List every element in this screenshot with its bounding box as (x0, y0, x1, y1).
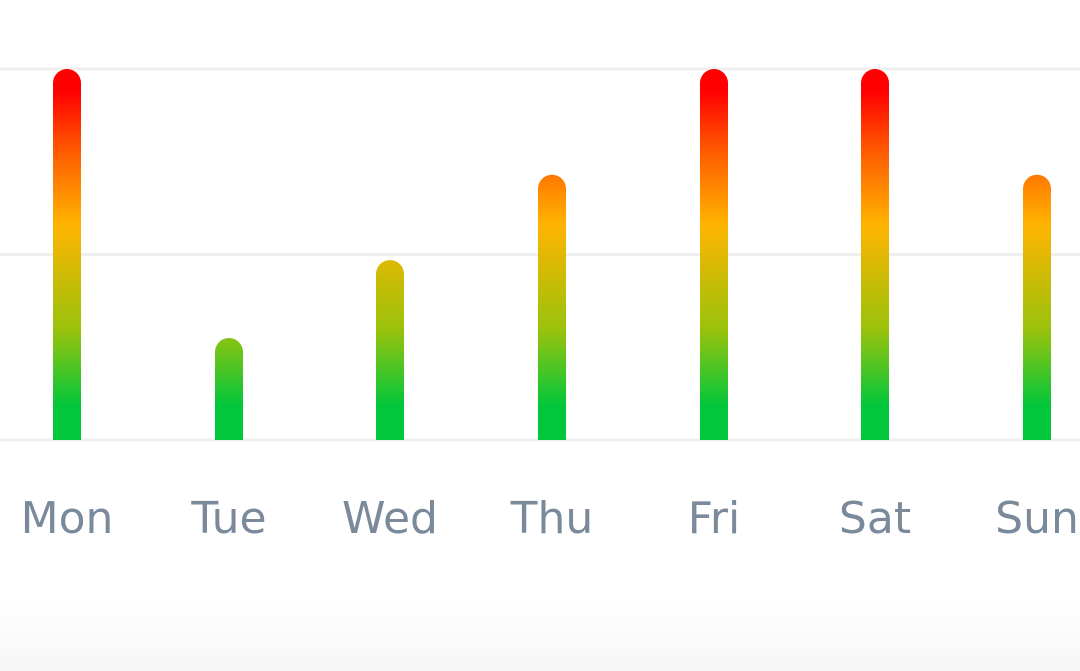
x-tick-label-thu: Thu (510, 493, 594, 544)
x-tick-label-sat: Sat (839, 493, 911, 544)
bar-tue (215, 337, 243, 440)
bar-sun (1023, 174, 1051, 440)
bar-thu (538, 174, 566, 440)
x-tick-label-wed: Wed (342, 493, 438, 544)
x-axis-tick-labels: Mon Tue Wed Thu Fri Sat Sun (21, 493, 1079, 544)
bar-sat (861, 69, 889, 440)
x-tick-label-tue: Tue (190, 493, 266, 544)
bars (53, 69, 1051, 440)
x-tick-label-sun: Sun (995, 493, 1079, 544)
x-tick-label-fri: Fri (688, 493, 740, 544)
bar-wed (376, 260, 404, 440)
bar-mon (53, 69, 81, 440)
bar-fri (700, 69, 728, 440)
x-tick-label-mon: Mon (21, 493, 114, 544)
